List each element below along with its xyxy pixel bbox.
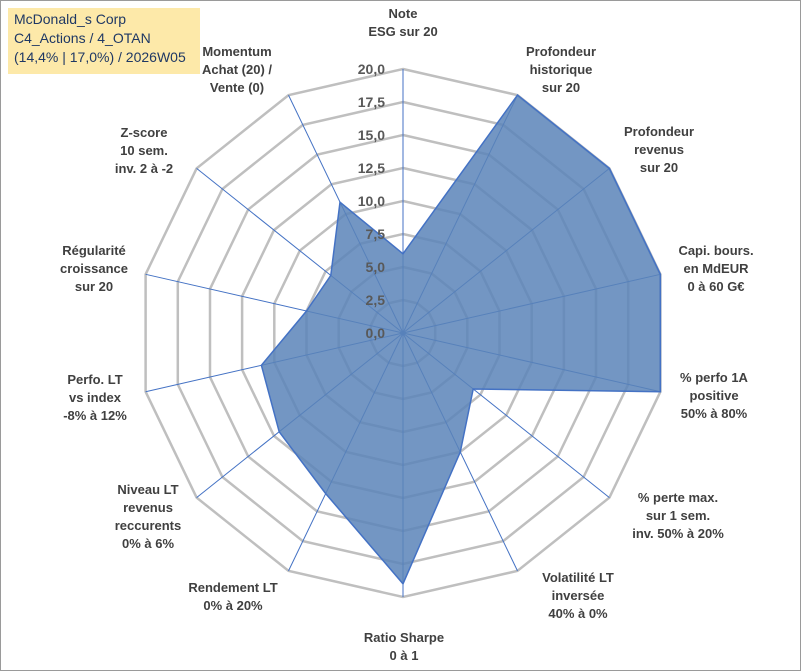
axis-label-line: % perte max.: [638, 490, 718, 505]
axis-label-line: Ratio Sharpe: [364, 630, 444, 645]
axis-label-line: Note: [389, 6, 418, 21]
axis-label-line: Rendement LT: [188, 580, 277, 595]
axis-label-line: 0 à 60 G€: [687, 279, 744, 294]
axis-label-0: Note ESG sur 20: [368, 6, 437, 39]
axis-label-line: revenus: [634, 142, 684, 157]
tick-label: 5,0: [366, 259, 386, 275]
axis-label-line: inv. 2 à -2: [115, 161, 173, 176]
axis-label-line: ESG sur 20: [368, 24, 437, 39]
axis-label-12: Z-score 10 sem. inv. 2 à -2: [115, 125, 173, 176]
axis-label-line: croissance: [60, 261, 128, 276]
tick-label: 15,0: [358, 127, 385, 143]
company-name: McDonald_s Corp: [14, 11, 127, 27]
axis-labels: Note ESG sur 20 Profondeur historique sur 20…: [60, 6, 754, 663]
axis-label-line: reccurents: [115, 518, 181, 533]
axis-label-line: 10 sem.: [120, 143, 168, 158]
axis-label-line: Régularité: [62, 243, 126, 258]
axis-label-11: Régularité croissance sur 20: [60, 243, 128, 294]
tick-label: 20,0: [358, 61, 385, 77]
axis-label-7: Ratio Sharpe 0 à 1: [364, 630, 444, 663]
axis-label-line: Capi. bours.: [678, 243, 753, 258]
axis-label-line: Vente (0): [210, 80, 264, 95]
axis-label-13: Momentum Achat (20) / Vente (0): [202, 44, 272, 95]
axis-label-line: -8% à 12%: [63, 408, 127, 423]
series-area-0: [260, 94, 662, 586]
axis-label-4: % perfo 1A positive 50% à 80%: [680, 370, 749, 421]
axis-label-1: Profondeur historique sur 20: [526, 44, 596, 95]
axis-label-line: 0 à 1: [390, 648, 419, 663]
axis-label-8: Rendement LT 0% à 20%: [188, 580, 277, 613]
tick-label: 2,5: [366, 292, 386, 308]
axis-label-line: Z-score: [121, 125, 168, 140]
portfolio-name: C4_Actions / 4_OTAN: [14, 30, 151, 46]
axis-label-line: Niveau LT: [117, 482, 178, 497]
axis-label-3: Capi. bours. en MdEUR 0 à 60 G€: [678, 243, 753, 294]
axis-label-line: Achat (20) /: [202, 62, 272, 77]
tick-label: 7,5: [366, 226, 386, 242]
axis-label-line: Momentum: [202, 44, 271, 59]
axis-label-line: sur 20: [75, 279, 113, 294]
axis-label-line: sur 1 sem.: [646, 508, 710, 523]
tick-label: 10,0: [358, 193, 385, 209]
series-layer: [260, 94, 662, 586]
axis-label-9: Niveau LT revenus reccurents 0% à 6%: [115, 482, 181, 551]
axis-label-10: Perfo. LT vs index -8% à 12%: [63, 372, 127, 423]
axis-label-line: historique: [530, 62, 593, 77]
axis-label-6: Volatilité LT inversée 40% à 0%: [542, 570, 614, 621]
axis-label-2: Profondeur revenus sur 20: [624, 124, 694, 175]
axis-label-line: Perfo. LT: [67, 372, 122, 387]
axis-label-line: 0% à 6%: [122, 536, 174, 551]
axis-label-line: Profondeur: [624, 124, 694, 139]
axis-label-line: Profondeur: [526, 44, 596, 59]
tick-labels: 0,0 2,5 5,0 7,5 10,0 12,5 15,0 17,5 20,0: [358, 61, 385, 341]
axis-label-line: sur 20: [542, 80, 580, 95]
axis-label-line: Volatilité LT: [542, 570, 614, 585]
axis-label-line: positive: [689, 388, 738, 403]
performance-week: (14,4% | 17,0%) / 2026W05: [14, 49, 186, 65]
axis-label-5: % perte max. sur 1 sem. inv. 50% à 20%: [632, 490, 724, 541]
axis-label-line: inversée: [552, 588, 605, 603]
axis-label-line: revenus: [123, 500, 173, 515]
axis-label-line: vs index: [69, 390, 122, 405]
axis-label-line: 40% à 0%: [548, 606, 608, 621]
tick-label: 0,0: [366, 325, 386, 341]
axis-label-line: inv. 50% à 20%: [632, 526, 724, 541]
tick-label: 12,5: [358, 160, 385, 176]
tick-label: 17,5: [358, 94, 385, 110]
axis-label-line: en MdEUR: [684, 261, 750, 276]
info-box: McDonald_s Corp C4_Actions / 4_OTAN (14,…: [8, 8, 200, 74]
axis-label-line: 50% à 80%: [681, 406, 748, 421]
axis-label-line: sur 20: [640, 160, 678, 175]
axis-label-line: 0% à 20%: [203, 598, 263, 613]
axis-label-line: % perfo 1A: [680, 370, 749, 385]
